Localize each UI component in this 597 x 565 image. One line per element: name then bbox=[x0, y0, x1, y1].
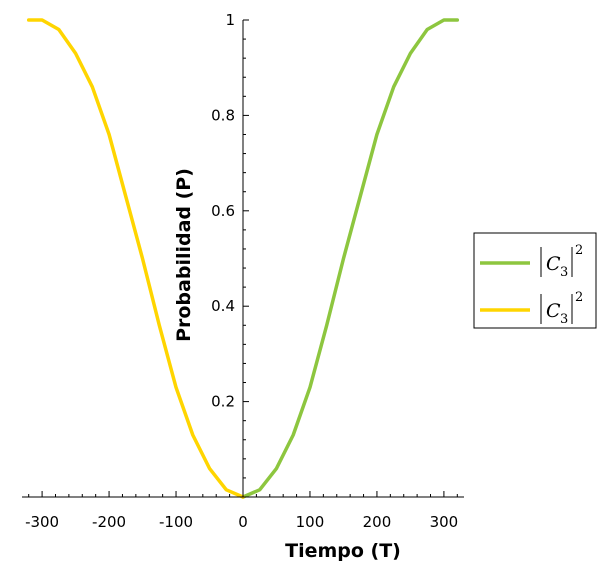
legend-subscript: 3 bbox=[560, 312, 568, 327]
series-line-1 bbox=[241, 18, 460, 499]
y-tick-label: 1 bbox=[225, 11, 235, 29]
legend-entry-2: C 32 bbox=[540, 290, 583, 327]
axes-layer bbox=[22, 20, 464, 498]
legend-subscript: 3 bbox=[560, 265, 568, 280]
x-axis-title: Tiempo (T) bbox=[285, 540, 401, 562]
legend-symbol: C bbox=[546, 300, 561, 322]
legend: C 32C 32 bbox=[473, 232, 597, 329]
legend-superscript: 2 bbox=[575, 243, 583, 258]
x-tick-label: 0 bbox=[238, 513, 248, 531]
x-tick-label: 300 bbox=[430, 513, 459, 531]
y-axis-title: Probabilidad (P) bbox=[173, 168, 195, 342]
y-tick-label: 0.4 bbox=[211, 297, 235, 315]
x-tick-label: -200 bbox=[92, 513, 126, 531]
legend-superscript: 2 bbox=[575, 290, 583, 305]
legend-symbol: C bbox=[546, 253, 561, 275]
ticks-layer: -300 -200 -100 0 100 200 300 0.2 0.4 0.6 0.8 1 bbox=[25, 11, 458, 531]
curves-layer bbox=[26, 18, 460, 499]
series-line-2 bbox=[26, 18, 245, 499]
legend-box bbox=[473, 232, 597, 329]
x-tick-label: -300 bbox=[25, 513, 59, 531]
x-tick-label: -100 bbox=[159, 513, 193, 531]
y-tick-label: 0.6 bbox=[211, 202, 235, 220]
y-tick-label: 0.2 bbox=[211, 393, 235, 411]
y-tick-label: 0.8 bbox=[211, 106, 235, 124]
x-tick-label: 100 bbox=[296, 513, 325, 531]
x-tick-label: 200 bbox=[363, 513, 392, 531]
legend-entry-1: C 32 bbox=[540, 243, 583, 280]
